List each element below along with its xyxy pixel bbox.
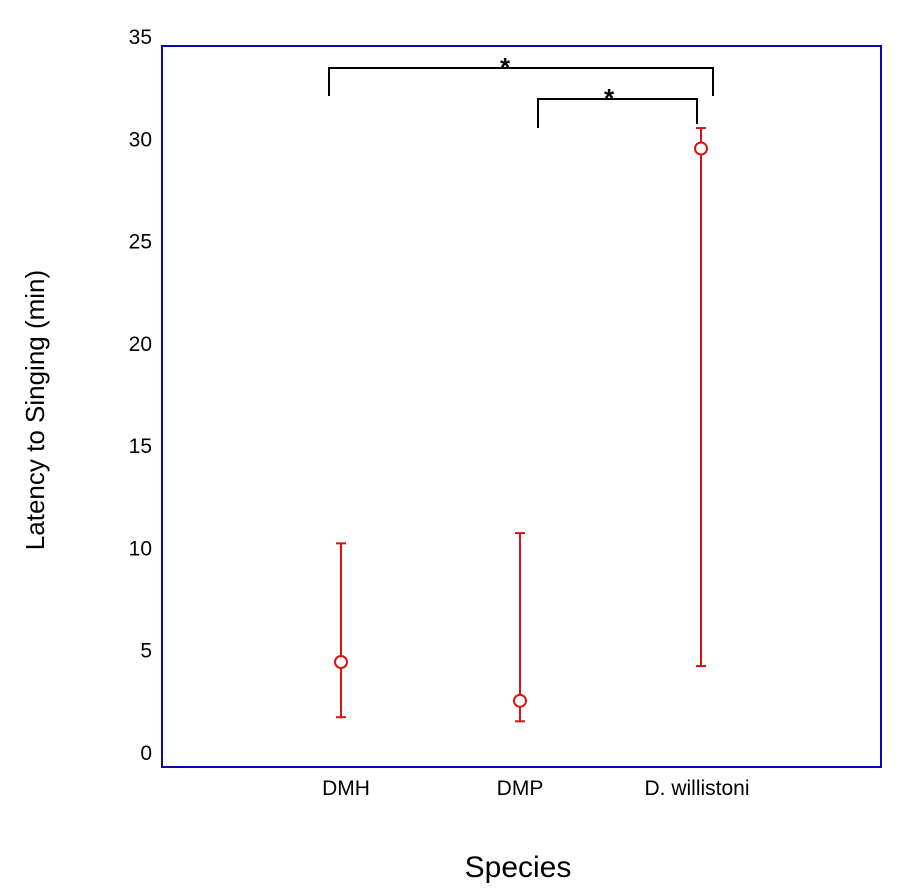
significance-bracket: * [328, 52, 714, 96]
significance-star: * [500, 52, 511, 82]
mean-marker [513, 693, 527, 708]
significance-star: * [604, 83, 615, 113]
significance-bracket: * [537, 83, 698, 128]
y-tick-label: 25 [129, 231, 152, 254]
y-tick-label: 0 [140, 742, 152, 765]
y-tick-label: 15 [129, 435, 152, 458]
x-tick-label: D. willistoni [644, 777, 749, 800]
error-bar-group [334, 542, 348, 719]
error-bar-group [513, 532, 527, 723]
x-axis-title: Species [465, 851, 572, 884]
significance-brackets: ** [328, 52, 714, 128]
bracket-line [537, 98, 698, 128]
y-axis-ticks: 0 5 10 15 20 25 30 35 [129, 26, 152, 765]
plot-frame [161, 45, 882, 768]
x-tick-label: DMH [322, 777, 370, 800]
error-bar-group [694, 127, 708, 668]
y-tick-label: 5 [140, 640, 152, 663]
x-axis-ticks: DMH DMP D. willistoni [322, 777, 749, 800]
mean-marker [694, 141, 708, 156]
y-axis-title: Latency to Singing (min) [20, 270, 50, 550]
y-tick-label: 10 [129, 537, 152, 560]
y-tick-label: 30 [129, 128, 152, 151]
error-bars [334, 127, 708, 723]
x-tick-label: DMP [497, 777, 544, 800]
y-tick-label: 20 [129, 333, 152, 356]
y-tick-label: 35 [129, 26, 152, 49]
bracket-line [328, 67, 714, 96]
mean-marker [334, 654, 348, 669]
